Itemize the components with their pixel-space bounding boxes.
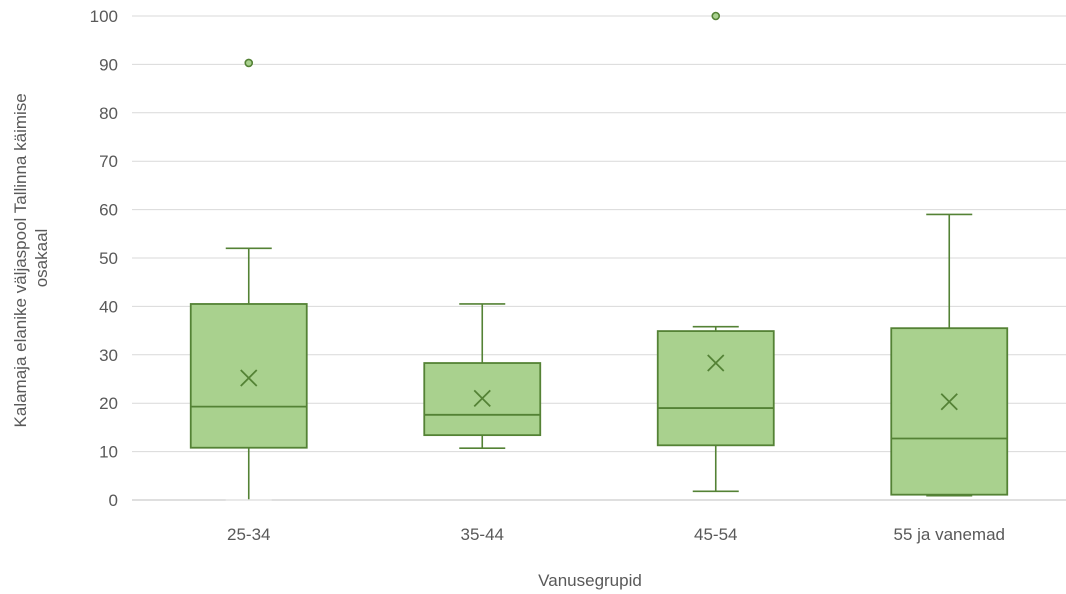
y-tick-label: 40 bbox=[99, 297, 118, 316]
mean-marker bbox=[473, 389, 491, 407]
x-tick-label: 35-44 bbox=[461, 525, 504, 544]
y-tick-label: 50 bbox=[99, 249, 118, 268]
y-tick-label: 100 bbox=[90, 7, 118, 26]
x-tick-label: 55 ja vanemad bbox=[893, 525, 1005, 544]
y-axis-title: Kalamaja elanike väljaspool Tallinna käi… bbox=[11, 89, 51, 428]
box-group bbox=[890, 213, 1009, 497]
iqr-box bbox=[189, 303, 308, 449]
box-group bbox=[189, 58, 308, 501]
y-tick-label: 10 bbox=[99, 443, 118, 462]
outlier-point bbox=[244, 58, 254, 68]
y-axis-tick-labels: 0 10 20 30 40 50 60 70 80 90 100 bbox=[90, 7, 118, 510]
mean-marker bbox=[707, 354, 725, 372]
y-axis-title-line-2: osakaal bbox=[32, 229, 51, 288]
y-tick-label: 0 bbox=[109, 491, 118, 510]
y-tick-label: 60 bbox=[99, 201, 118, 220]
x-tick-label: 45-54 bbox=[694, 525, 737, 544]
iqr-box bbox=[656, 330, 775, 447]
y-tick-label: 30 bbox=[99, 346, 118, 365]
x-tick-label: 25-34 bbox=[227, 525, 270, 544]
x-axis-title: Vanusegrupid bbox=[538, 571, 642, 590]
iqr-box bbox=[890, 327, 1009, 496]
boxes bbox=[189, 11, 1009, 501]
mean-marker bbox=[240, 369, 258, 387]
x-axis-tick-labels: 25-34 35-44 45-54 55 ja vanemad bbox=[227, 525, 1005, 544]
y-axis-title-line-1: Kalamaja elanike väljaspool Tallinna käi… bbox=[11, 93, 30, 427]
y-tick-label: 90 bbox=[99, 55, 118, 74]
box-group bbox=[423, 303, 542, 450]
box-group bbox=[656, 11, 775, 493]
outlier-point bbox=[711, 11, 721, 21]
y-tick-label: 80 bbox=[99, 104, 118, 123]
y-tick-label: 70 bbox=[99, 152, 118, 171]
y-tick-label: 20 bbox=[99, 394, 118, 413]
mean-marker bbox=[940, 393, 958, 411]
